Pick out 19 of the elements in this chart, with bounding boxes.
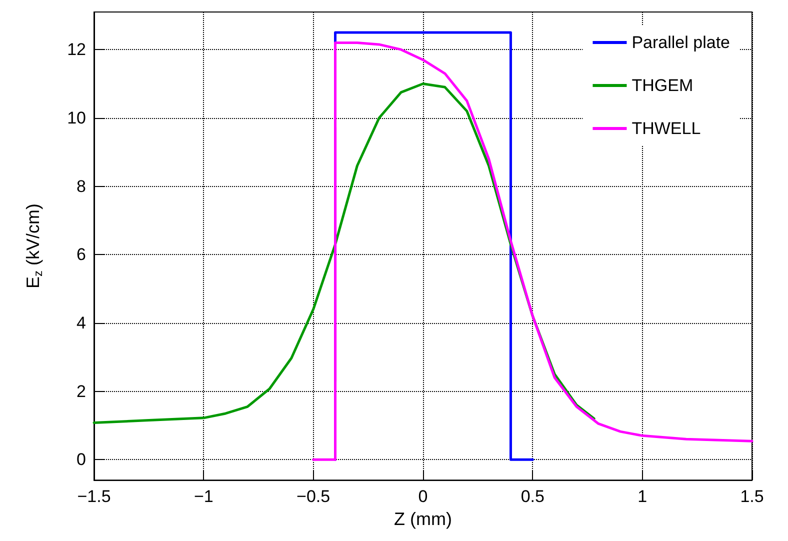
- y-tick-label: 6: [76, 245, 86, 264]
- y-tick-label: 12: [67, 40, 86, 60]
- y-tick-label: 2: [76, 382, 86, 401]
- x-axis-title: Z (mm): [394, 509, 452, 529]
- x-tick-label: −1.5: [77, 487, 111, 506]
- x-tick-label: −0.5: [296, 487, 330, 506]
- x-tick-label: 0.5: [520, 487, 544, 506]
- x-tick-label: 0: [418, 487, 428, 506]
- y-tick-label: 10: [67, 108, 86, 128]
- x-tick-label: 1: [638, 487, 648, 506]
- legend-label: Parallel plate: [632, 33, 730, 52]
- y-tick-label: 8: [76, 176, 86, 196]
- legend-label: THWELL: [632, 119, 701, 138]
- legend-label: THGEM: [632, 76, 694, 95]
- x-tick-label: −1: [194, 487, 214, 506]
- y-tick-label: 4: [76, 313, 86, 332]
- y-tick-label: 0: [76, 450, 86, 470]
- x-tick-label: 1.5: [740, 487, 764, 506]
- y-axis-title: Ez (kV/cm): [23, 204, 45, 289]
